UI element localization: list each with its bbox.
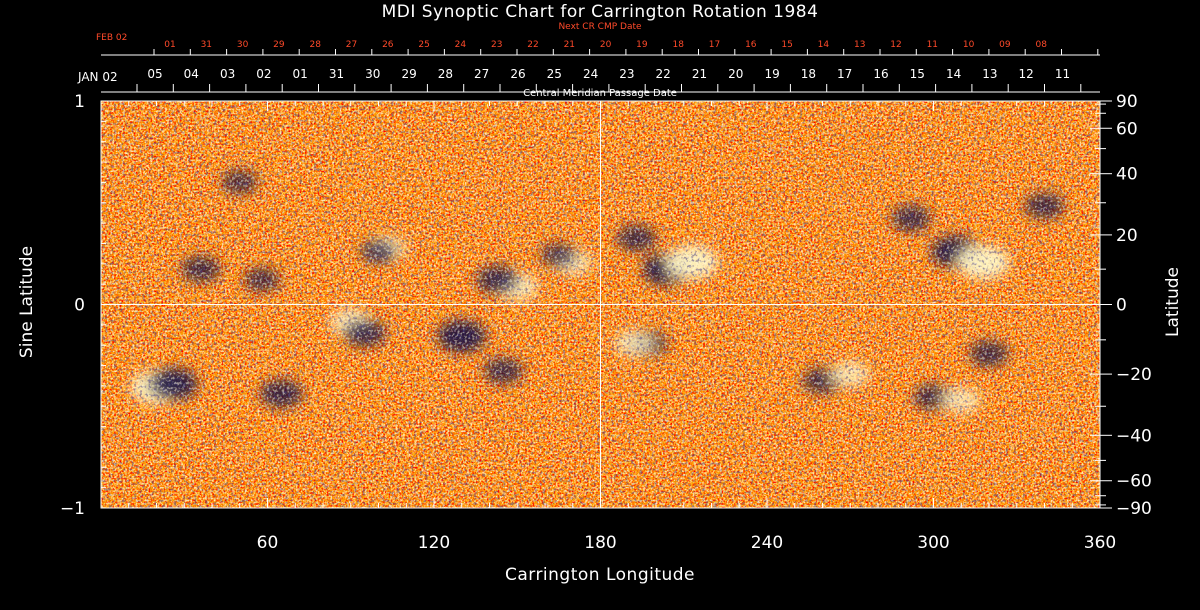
y-axis-label-right: Latitude	[1163, 267, 1183, 337]
y-tick-label-left: 1	[74, 92, 85, 112]
next-cr-month-label: FEB 02	[96, 33, 128, 43]
next-cr-date-label: 11	[927, 40, 938, 50]
cmp-date-label: 16	[873, 67, 888, 81]
x-tick-label: 60	[257, 533, 279, 553]
cmp-date-label: 02	[256, 67, 271, 81]
cmp-date-label: 31	[329, 67, 344, 81]
cmp-date-label: 29	[401, 67, 416, 81]
cmp-date-label: 24	[583, 67, 598, 81]
y-tick-label-right: 60	[1116, 119, 1138, 139]
next-cr-date-label: 28	[309, 40, 321, 50]
next-cr-date-label: 29	[273, 40, 285, 50]
next-cr-date-label: 14	[818, 40, 830, 50]
x-tick-label: 240	[751, 533, 783, 553]
y-tick-label-right: 40	[1116, 165, 1138, 185]
next-cr-date-label: 31	[201, 40, 212, 50]
cmp-date-label: 18	[801, 67, 816, 81]
next-cr-date-label: 16	[745, 40, 757, 50]
cmp-date-label: 19	[764, 67, 779, 81]
next-cr-date-label: 15	[781, 40, 792, 50]
y-axis-label-left: Sine Latitude	[17, 245, 37, 359]
next-cr-date-label: 01	[164, 40, 175, 50]
cmp-date-label: 25	[547, 67, 562, 81]
chart-axes: 60 120 180 240 300 36010−1906040200−20−40−60−…	[60, 40, 1152, 553]
cmp-axis-label: Central Meridian Passage Date	[523, 88, 677, 99]
next-cr-date-label: 24	[455, 40, 467, 50]
cmp-date-label: 23	[619, 67, 634, 81]
next-cr-date-label: 27	[346, 40, 357, 50]
cmp-date-label: 27	[474, 67, 489, 81]
y-tick-label-right: −20	[1116, 365, 1152, 385]
next-cr-date-label: 17	[709, 40, 720, 50]
next-cr-date-label: 08	[1035, 40, 1047, 50]
next-cr-date-label: 10	[963, 40, 975, 50]
next-cr-date-label: 18	[672, 40, 684, 50]
next-cr-date-label: 26	[382, 40, 394, 50]
x-axis-label: Carrington Longitude	[504, 565, 696, 585]
next-cr-date-label: 23	[491, 40, 502, 50]
cmp-date-label: 13	[982, 67, 997, 81]
y-tick-label-right: −60	[1116, 472, 1152, 492]
chart-title: MDI Synoptic Chart for Carrington Rotati…	[381, 2, 819, 22]
cmp-date-label: 17	[837, 67, 852, 81]
next-cr-date-label: 12	[890, 40, 901, 50]
cmp-date-label: 22	[656, 67, 671, 81]
next-cr-date-label: 30	[237, 40, 249, 50]
cmp-date-label: 03	[220, 67, 235, 81]
next-cr-date-label: 25	[418, 40, 429, 50]
y-tick-label-right: −90	[1116, 499, 1152, 519]
y-tick-label-right: 20	[1116, 226, 1138, 246]
cmp-month-label: JAN 02	[78, 70, 118, 84]
cmp-date-label: 05	[147, 67, 162, 81]
cmp-date-label: 11	[1055, 67, 1070, 81]
x-tick-label: 300	[917, 533, 949, 553]
next-cr-date-label: 21	[564, 40, 575, 50]
next-cr-date-label: 19	[636, 40, 648, 50]
cmp-date-label: 20	[728, 67, 743, 81]
y-tick-label-right: −40	[1116, 426, 1152, 446]
x-tick-label: 120	[418, 533, 450, 553]
y-tick-label-right: 0	[1116, 296, 1127, 316]
x-tick-label: 180	[584, 533, 616, 553]
next-cr-date-label: 20	[600, 40, 612, 50]
x-tick-label: 360	[1084, 533, 1116, 553]
next-cr-date-label: 13	[854, 40, 865, 50]
cmp-date-label: 04	[184, 67, 199, 81]
next-cr-cmp-label: Next CR CMP Date	[558, 22, 642, 32]
cmp-date-label: 15	[910, 67, 925, 81]
cmp-date-label: 30	[365, 67, 380, 81]
next-cr-date-label: 09	[999, 40, 1011, 50]
cmp-date-label: 12	[1019, 67, 1034, 81]
cmp-date-label: 21	[692, 67, 707, 81]
next-cr-date-label: 22	[527, 40, 538, 50]
cmp-date-label: 28	[438, 67, 453, 81]
y-tick-label-left: −1	[60, 499, 85, 519]
y-tick-label-left: 0	[74, 296, 85, 316]
cmp-date-label: 26	[510, 67, 525, 81]
cmp-date-label: 01	[293, 67, 308, 81]
cmp-date-label: 14	[946, 67, 961, 81]
y-tick-label-right: 90	[1116, 92, 1138, 112]
